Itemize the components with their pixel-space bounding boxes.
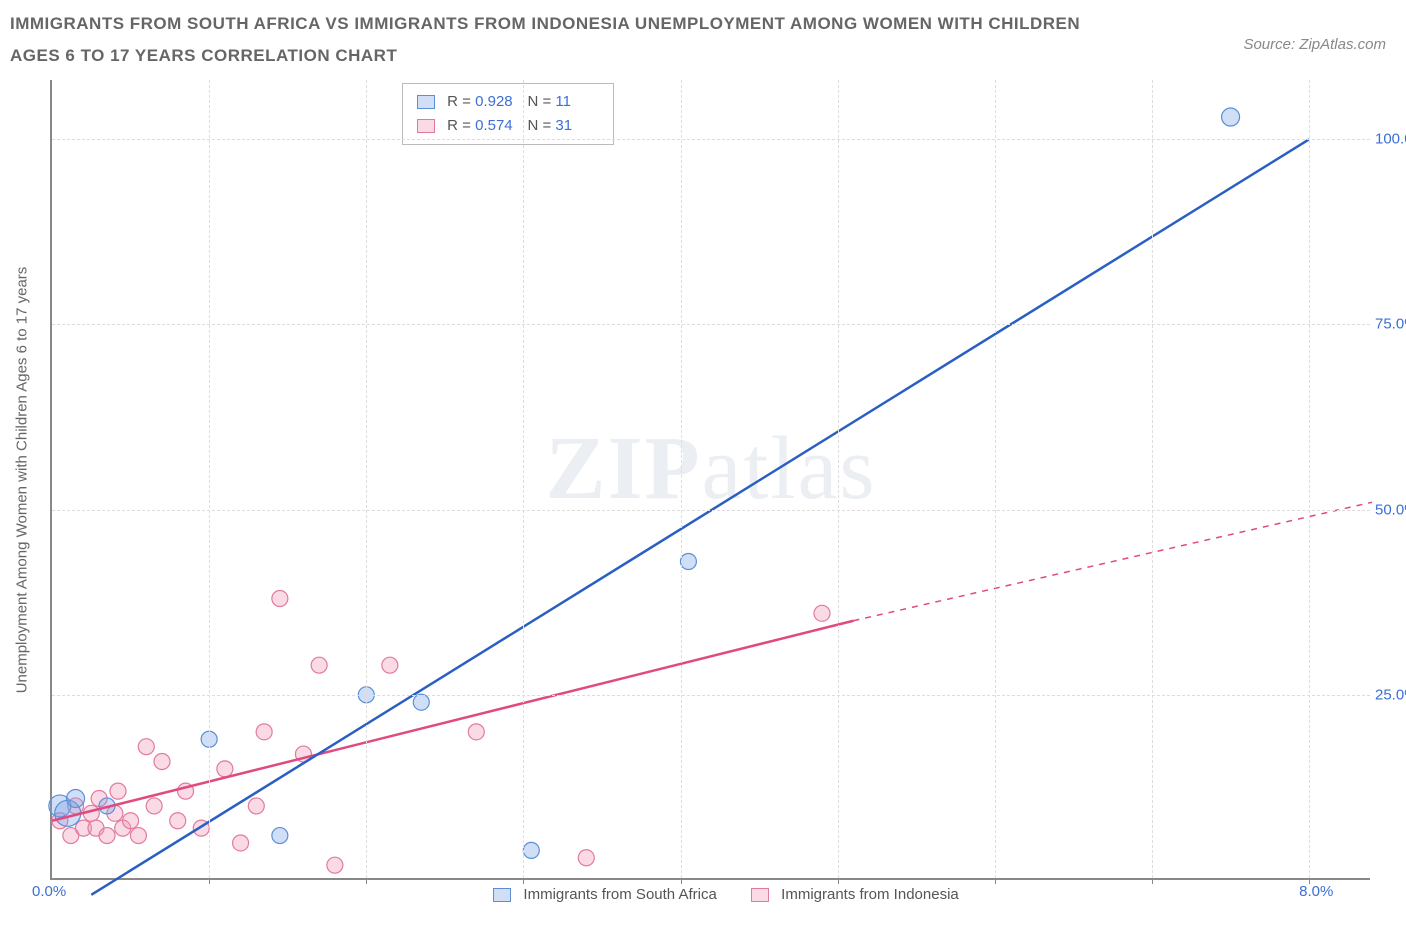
plot-svg [52, 80, 1370, 878]
data-point-indonesia [311, 657, 327, 673]
data-point-south_africa [1222, 108, 1240, 126]
legend-r-sa: 0.928 [475, 90, 519, 114]
swatch-south-africa [417, 95, 435, 109]
gridline-v [995, 80, 996, 878]
gridline-v [681, 80, 682, 878]
legend-row-sa: R = 0.928 N = 11 [417, 90, 599, 114]
data-point-indonesia [327, 857, 343, 873]
chart-title: Immigrants from South Africa vs Immigran… [10, 8, 1110, 73]
data-point-indonesia [256, 724, 272, 740]
y-tick-label: 100.0% [1375, 131, 1406, 148]
gridline-v [523, 80, 524, 878]
data-point-south_africa [680, 553, 696, 569]
x-tick-label: 0.0% [32, 883, 66, 900]
x-tick-mark [366, 878, 367, 884]
swatch-indonesia [417, 119, 435, 133]
data-point-indonesia [110, 783, 126, 799]
legend-n-label: N = [527, 93, 551, 110]
bottom-legend: Immigrants from South Africa Immigrants … [52, 886, 1370, 903]
x-tick-mark [681, 878, 682, 884]
trend-line-south_africa [91, 139, 1309, 895]
data-point-south_africa [413, 694, 429, 710]
data-point-indonesia [814, 605, 830, 621]
data-point-indonesia [99, 828, 115, 844]
data-point-indonesia [170, 813, 186, 829]
data-point-south_africa [67, 790, 85, 808]
data-point-indonesia [272, 591, 288, 607]
y-tick-label: 25.0% [1375, 686, 1406, 703]
legend-r-label: R = [447, 93, 471, 110]
gridline-h [52, 695, 1370, 696]
source-text: Source: ZipAtlas.com [1243, 36, 1386, 53]
data-point-indonesia [468, 724, 484, 740]
x-tick-mark [1152, 878, 1153, 884]
data-point-indonesia [138, 739, 154, 755]
legend-n-label2: N = [527, 117, 551, 134]
bottom-swatch-id [751, 888, 769, 902]
data-point-indonesia [123, 813, 139, 829]
plot-area: Unemployment Among Women with Children A… [50, 80, 1370, 880]
gridline-v [1309, 80, 1310, 878]
bottom-swatch-sa [493, 888, 511, 902]
gridline-v [1152, 80, 1153, 878]
legend-n-sa: 11 [555, 90, 599, 114]
x-tick-label: 8.0% [1299, 883, 1333, 900]
data-point-south_africa [523, 842, 539, 858]
legend-n-id: 31 [555, 114, 599, 138]
data-point-indonesia [382, 657, 398, 673]
bottom-label-sa: Immigrants from South Africa [523, 886, 716, 903]
gridline-h [52, 139, 1370, 140]
legend-r-label2: R = [447, 117, 471, 134]
data-point-indonesia [578, 850, 594, 866]
gridline-h [52, 510, 1370, 511]
gridline-v [366, 80, 367, 878]
y-tick-label: 75.0% [1375, 316, 1406, 333]
legend-r-id: 0.574 [475, 114, 519, 138]
data-point-south_africa [272, 828, 288, 844]
trend-line-dash-indonesia [853, 502, 1372, 621]
chart-container: Immigrants from South Africa vs Immigran… [0, 0, 1406, 930]
bottom-label-id: Immigrants from Indonesia [781, 886, 959, 903]
legend-row-id: R = 0.574 N = 31 [417, 114, 599, 138]
data-point-indonesia [130, 828, 146, 844]
data-point-indonesia [146, 798, 162, 814]
data-point-indonesia [248, 798, 264, 814]
trend-line-indonesia [52, 621, 853, 821]
y-tick-label: 50.0% [1375, 501, 1406, 518]
x-tick-mark [838, 878, 839, 884]
data-point-indonesia [217, 761, 233, 777]
data-point-indonesia [154, 753, 170, 769]
legend-box: R = 0.928 N = 11 R = 0.574 N = 31 [402, 83, 614, 145]
gridline-h [52, 324, 1370, 325]
y-axis-label: Unemployment Among Women with Children A… [14, 267, 31, 694]
x-tick-mark [995, 878, 996, 884]
x-tick-mark [523, 878, 524, 884]
x-tick-mark [209, 878, 210, 884]
gridline-v [209, 80, 210, 878]
data-point-indonesia [233, 835, 249, 851]
gridline-v [838, 80, 839, 878]
